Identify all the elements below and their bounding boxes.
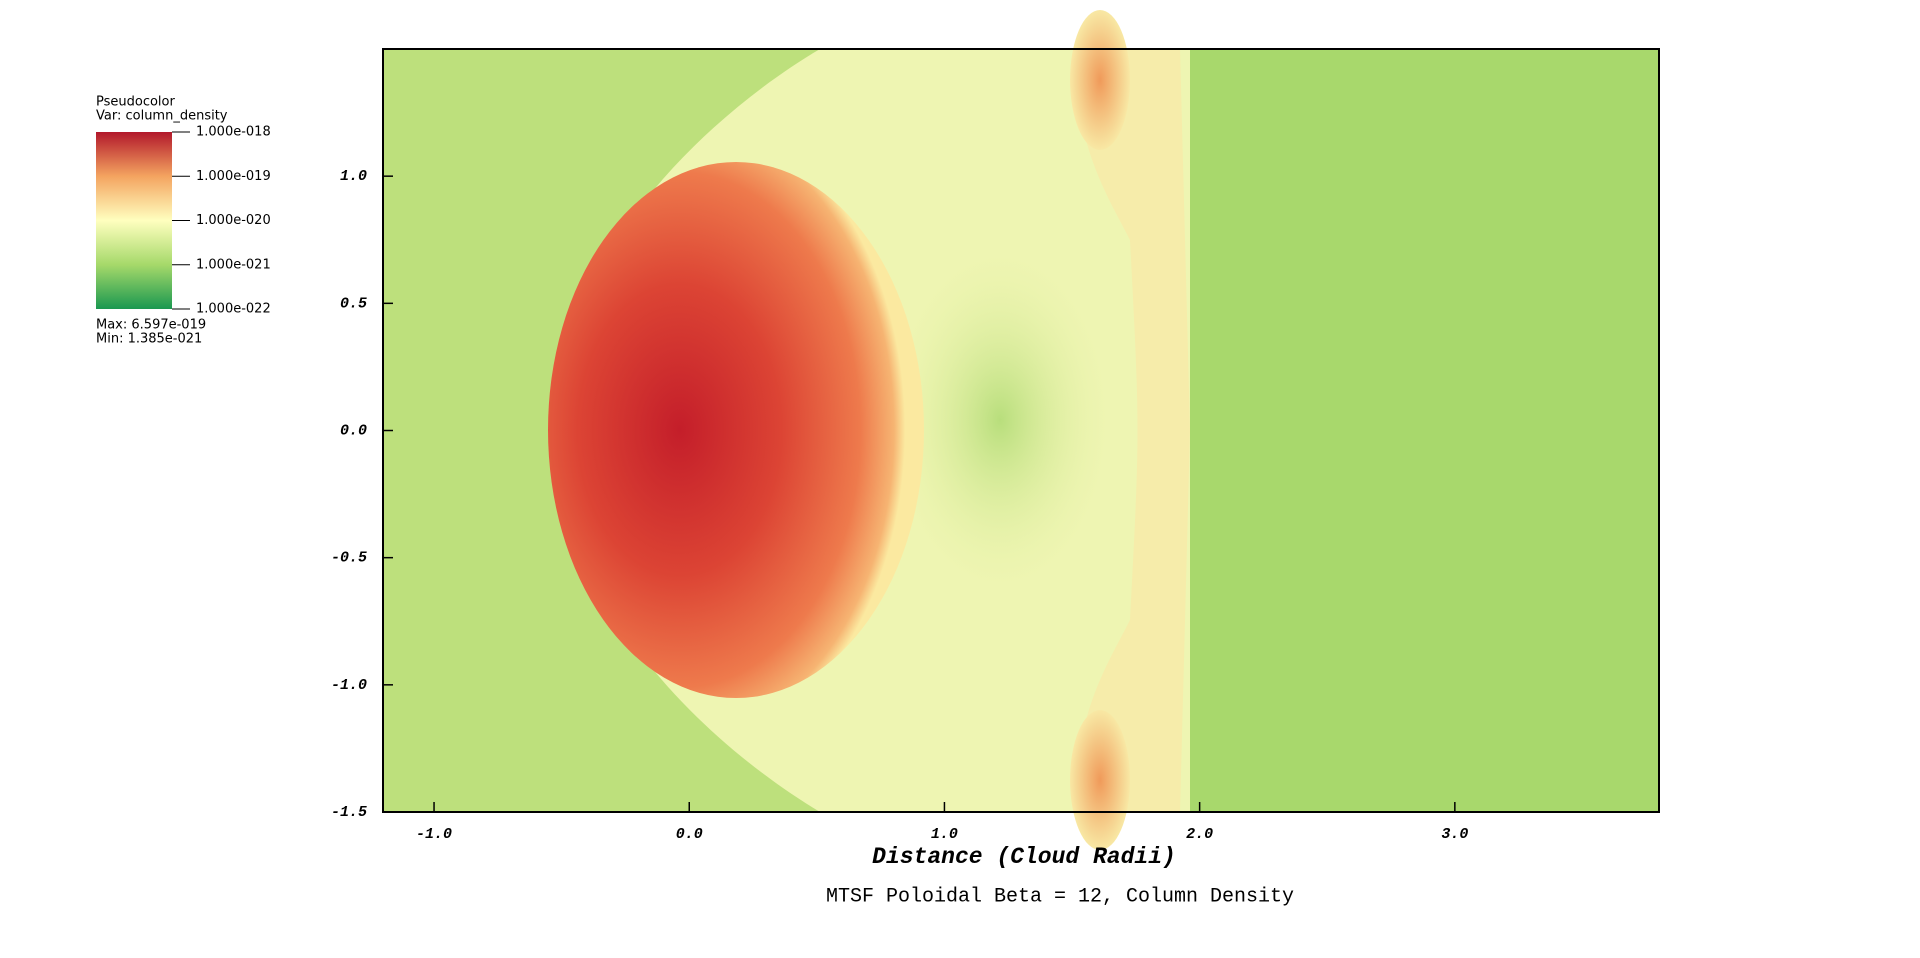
- field: [383, 10, 1659, 850]
- colorbar-tick-label: 1.000e-022: [196, 302, 271, 317]
- x-tick-label: 1.0: [931, 826, 958, 843]
- legend-max: Max: 6.597e-019: [96, 318, 206, 333]
- legend-min: Min: 1.385e-021: [96, 332, 202, 347]
- colorbar-tick-label: 1.000e-019: [196, 169, 271, 184]
- chart-title: MTSF Poloidal Beta = 12, Column Density: [826, 885, 1294, 908]
- x-tick-label: 3.0: [1441, 826, 1468, 843]
- y-tick-label: 0.0: [340, 422, 367, 439]
- colorbar: [96, 132, 172, 309]
- legend-variable: Var: column_density: [96, 109, 228, 124]
- y-tick-label: -1.0: [331, 677, 367, 694]
- y-tick-label: -1.5: [331, 804, 367, 821]
- y-tick-label: 0.5: [340, 295, 367, 312]
- x-tick-label: 2.0: [1186, 826, 1213, 843]
- y-tick-label: 1.0: [340, 168, 367, 185]
- colorbar-tick-label: 1.000e-020: [196, 213, 271, 228]
- y-tick-label: -0.5: [331, 550, 367, 567]
- colorbar-tick-label: 1.000e-018: [196, 125, 271, 140]
- legend-title: Pseudocolor: [96, 95, 175, 110]
- x-tick-label: -1.0: [416, 826, 452, 843]
- x-axis-label: Distance (Cloud Radii): [872, 844, 1176, 870]
- colorbar-tick-label: 1.000e-021: [196, 257, 271, 272]
- x-tick-label: 0.0: [676, 826, 703, 843]
